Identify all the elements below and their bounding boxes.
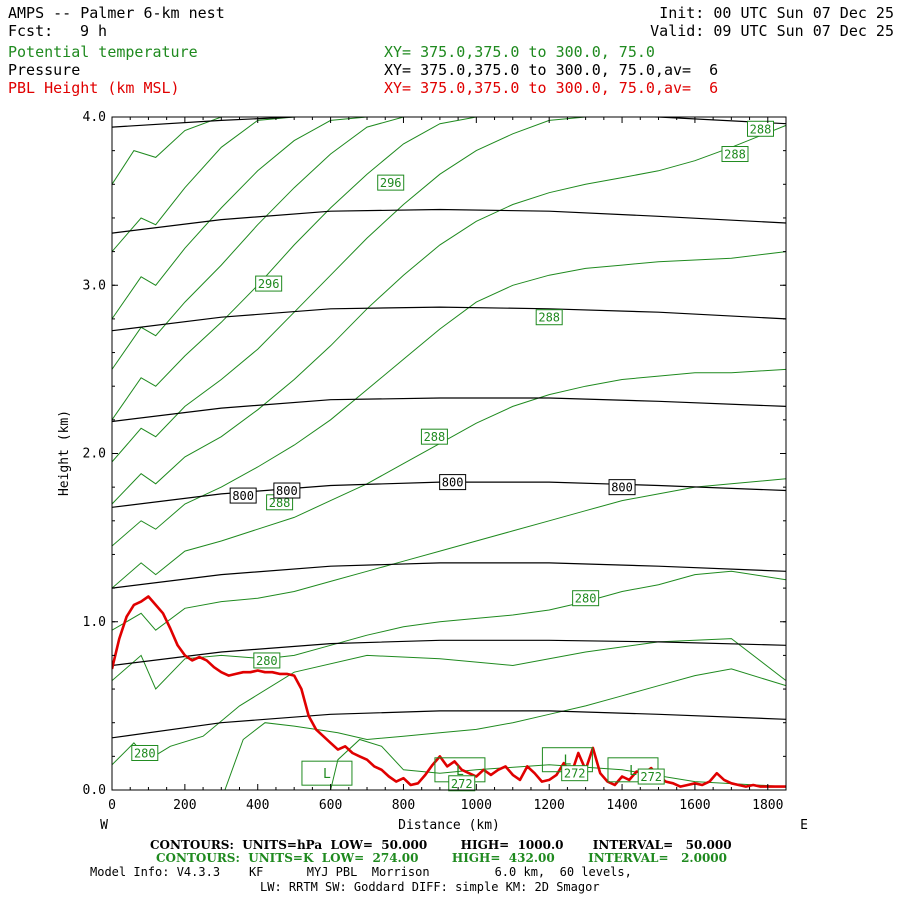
- x-tick-label-1400: 1400: [606, 798, 637, 813]
- theta-contour-276: [224, 668, 786, 790]
- theta-contour-284: [112, 368, 786, 589]
- theta-label-0: 288: [750, 122, 772, 136]
- theta-label-4: 288: [538, 311, 560, 325]
- pressure-contour-950: [112, 710, 786, 739]
- low-marker-1: L: [456, 764, 464, 779]
- x-axis-title: Distance (km): [398, 818, 500, 833]
- x-tick-label-800: 800: [392, 798, 415, 813]
- theta-label-6: 288: [269, 496, 291, 510]
- low-marker-2: L: [563, 754, 571, 769]
- theta-label-1: 288: [724, 148, 746, 162]
- theta-contour-288: [112, 124, 786, 505]
- y-tick-label-0: 0.0: [83, 783, 106, 798]
- legend-pressure-xy: XY= 375.0,375.0 to 300.0, 75.0,av= 6: [384, 61, 719, 79]
- theta-label-9: 280: [134, 746, 156, 760]
- pressure-contour-700: [112, 306, 786, 332]
- theta-label-5: 288: [424, 430, 446, 444]
- x-tick-label-1200: 1200: [534, 798, 565, 813]
- theta-contour-272: [330, 738, 786, 790]
- pressure-contour-850: [112, 562, 786, 589]
- pressure-contours: [112, 117, 786, 739]
- theta-contour-290: [112, 117, 732, 463]
- valid-time: Valid: 09 UTC Sun 07 Dec 25: [650, 22, 894, 40]
- theta-contour-280: [112, 570, 786, 690]
- model-info: Model Info: V4.3.3 KF MYJ PBL Morrison 6…: [90, 865, 632, 879]
- axes: 0 200 400 600 800 1000 1200 1400 1600 1800 0.0 1.0 2…: [83, 110, 787, 813]
- theta-label-7-box: [572, 590, 600, 607]
- x-tick-label-0: 0: [108, 798, 116, 813]
- pressure-label-0-box: [229, 487, 257, 504]
- theta-label-2-box: [377, 174, 405, 191]
- theta-label-9-box: [131, 744, 159, 761]
- pressure-contour-750: [112, 397, 786, 423]
- low-marker-3: L: [629, 764, 637, 779]
- y-tick-label-3: 3.0: [83, 278, 106, 293]
- pressure-label-1-box: [273, 482, 301, 499]
- pbl-height-line: [112, 595, 786, 788]
- pressure-label-3-box: [608, 479, 636, 496]
- theta-label-0-box: [746, 120, 774, 137]
- theta-label-12: 272: [640, 770, 662, 784]
- forecast-hour: 9 h: [80, 22, 108, 40]
- x-tick-label-1800: 1800: [752, 798, 783, 813]
- theta-contour-286: [112, 251, 786, 547]
- pressure-contour-650: [112, 208, 786, 234]
- init-time: Init: 00 UTC Sun 07 Dec 25: [659, 4, 894, 22]
- y-axis-title: Height (km): [57, 410, 72, 496]
- pressure-label-0: 800: [232, 489, 254, 503]
- theta-label-3: 296: [258, 277, 280, 291]
- west-label: W: [100, 818, 108, 833]
- theta-label-10-box: [448, 775, 476, 792]
- chart-title: AMPS -- Palmer 6-km nest: [8, 4, 225, 22]
- y-tick-label-2: 2.0: [83, 447, 106, 462]
- x-tick-label-200: 200: [173, 798, 196, 813]
- x-tick-label-600: 600: [319, 798, 342, 813]
- theta-contour-278: [112, 638, 786, 766]
- theta-label-1-box: [721, 146, 749, 163]
- pressure-contour-900: [112, 639, 786, 667]
- pressure-contour-info: CONTOURS: UNITS=hPa LOW= 50.000 HIGH= 10…: [150, 838, 732, 852]
- theta-label-11-box: [561, 765, 589, 782]
- theta-contour-294: [112, 117, 477, 370]
- pressure-label-2: 800: [442, 476, 464, 490]
- theta-label-3-box: [255, 275, 283, 292]
- y-tick-label-1: 1.0: [83, 615, 106, 630]
- low-marker-box-0: [301, 760, 353, 786]
- legend-theta-name: Potential temperature: [8, 43, 198, 61]
- physics-info: LW: RRTM SW: Goddard DIFF: simple KM: 2D…: [260, 880, 600, 894]
- theta-label-10: 272: [451, 777, 473, 791]
- theta-contour-282: [112, 478, 786, 631]
- forecast-label: Fcst:: [8, 22, 54, 40]
- theta-label-8-box: [253, 652, 281, 669]
- pressure-label-3: 800: [611, 481, 633, 495]
- x-tick-label-1000: 1000: [461, 798, 492, 813]
- pressure-contour-600: [112, 117, 786, 128]
- theta-label-12-box: [637, 768, 665, 785]
- pressure-label-2-box: [439, 474, 467, 491]
- theta-label-2: 296: [380, 176, 402, 190]
- legend-pbl-name: PBL Height (km MSL): [8, 79, 180, 97]
- theta-label-4-box: [535, 309, 563, 326]
- pbl-height-series: [112, 595, 786, 788]
- theta-label-7: 280: [575, 592, 597, 606]
- x-tick-label-1600: 1600: [679, 798, 710, 813]
- contour-labels: 288 288 296 296 288 288 288 280 280 280 272 272 272 8…: [131, 120, 774, 792]
- x-tick-label-400: 400: [246, 798, 269, 813]
- east-label: E: [800, 818, 808, 833]
- y-tick-label-4: 4.0: [83, 110, 106, 125]
- theta-contour-300: [112, 117, 258, 185]
- legend-theta-xy: XY= 375.0,375.0 to 300.0, 75.0: [384, 43, 655, 61]
- low-marker-0: L: [323, 767, 331, 782]
- theta-label-5-box: [420, 428, 448, 445]
- theta-contour-info: CONTOURS: UNITS=K LOW= 274.00 HIGH= 432.…: [156, 851, 727, 865]
- pressure-label-1: 800: [276, 484, 298, 498]
- theta-label-11: 272: [564, 767, 586, 781]
- theta-label-8: 280: [256, 654, 278, 668]
- legend-pressure-name: Pressure: [8, 61, 81, 79]
- theta-contour-292: [112, 117, 550, 421]
- legend-pbl-xy: XY= 375.0,375.0 to 300.0, 75.0,av= 6: [384, 79, 719, 97]
